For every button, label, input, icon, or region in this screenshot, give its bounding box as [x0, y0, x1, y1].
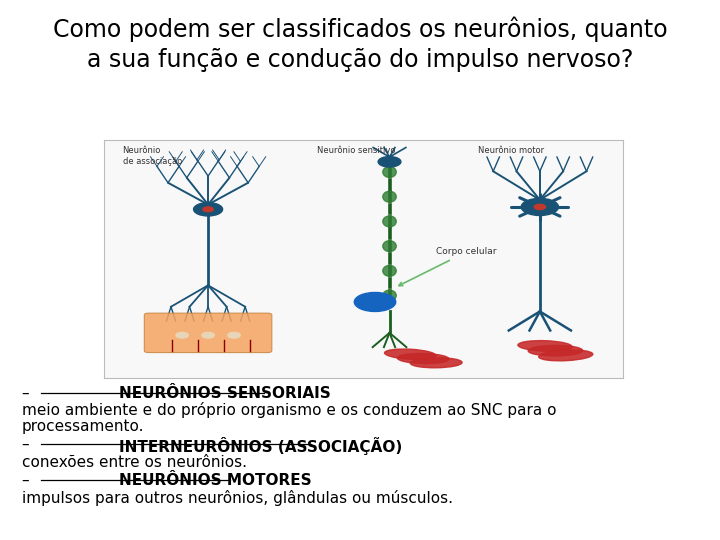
- Ellipse shape: [383, 290, 396, 301]
- Text: impulsos para outros neurônios, glândulas ou músculos.: impulsos para outros neurônios, glândula…: [22, 490, 453, 507]
- Circle shape: [194, 202, 222, 216]
- Ellipse shape: [383, 216, 396, 227]
- Ellipse shape: [410, 358, 462, 368]
- Ellipse shape: [383, 191, 396, 202]
- Text: meio ambiente e do próprio organismo e os conduzem ao SNC para o: meio ambiente e do próprio organismo e o…: [22, 402, 556, 418]
- Text: conexões entre os neurônios.: conexões entre os neurônios.: [22, 455, 246, 470]
- Text: –: –: [22, 386, 34, 401]
- Text: –: –: [22, 437, 34, 453]
- Ellipse shape: [397, 354, 449, 363]
- Circle shape: [203, 207, 213, 212]
- Circle shape: [521, 198, 559, 215]
- Text: Corpo celular: Corpo celular: [399, 247, 497, 286]
- Text: Neurônio
de associação: Neurônio de associação: [122, 146, 181, 166]
- Text: Como podem ser classificados os neurônios, quanto
a sua função e condução do imp: Como podem ser classificados os neurônio…: [53, 16, 667, 72]
- Text: INTERNEURÔNIOS (ASSOCIAÇÃO): INTERNEURÔNIOS (ASSOCIAÇÃO): [119, 437, 402, 455]
- Ellipse shape: [518, 341, 572, 351]
- Circle shape: [354, 293, 396, 312]
- Text: –: –: [22, 473, 34, 488]
- Circle shape: [176, 333, 189, 338]
- Text: NEURÔNIOS MOTORES: NEURÔNIOS MOTORES: [119, 473, 312, 488]
- FancyBboxPatch shape: [144, 313, 272, 353]
- Circle shape: [534, 204, 546, 210]
- Text: NEURÔNIOS SENSORIAIS: NEURÔNIOS SENSORIAIS: [119, 386, 330, 401]
- Text: Neurônio sensitivo: Neurônio sensitivo: [317, 146, 395, 156]
- Circle shape: [228, 333, 240, 338]
- Ellipse shape: [528, 346, 582, 356]
- Text: processamento.: processamento.: [22, 419, 144, 434]
- Circle shape: [202, 333, 215, 338]
- Text: Neurônio motor: Neurônio motor: [477, 146, 544, 156]
- Ellipse shape: [539, 350, 593, 361]
- Ellipse shape: [383, 265, 396, 276]
- Ellipse shape: [384, 349, 436, 360]
- Circle shape: [378, 157, 401, 167]
- Ellipse shape: [383, 166, 396, 178]
- Ellipse shape: [383, 241, 396, 252]
